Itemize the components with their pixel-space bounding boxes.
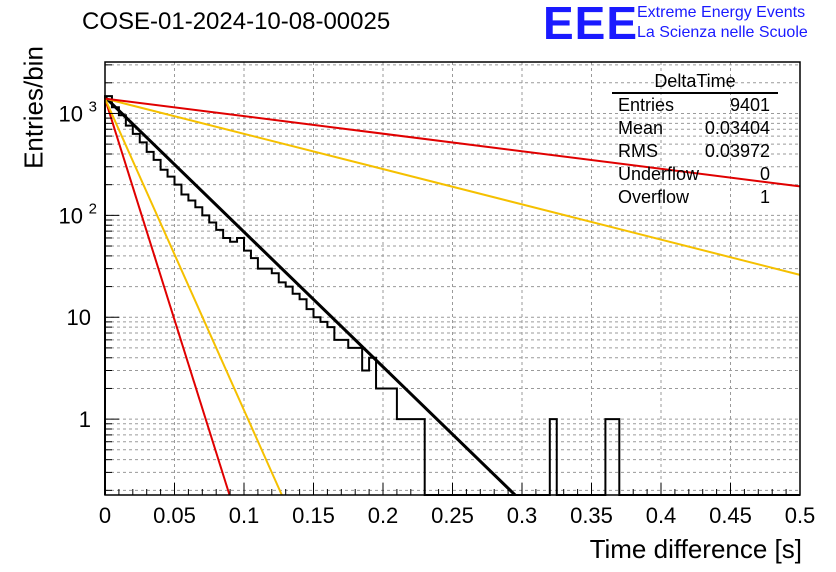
y-tick-label: 10 [59,101,83,126]
fit-line [104,98,283,496]
stats-name: DeltaTime [612,70,778,94]
x-tick-label: 0.3 [507,503,538,528]
stats-row-overflow: Overflow 1 [612,186,778,209]
x-tick-label: 0.25 [431,503,474,528]
fit-line [104,97,801,276]
y-tick-label: 10 [67,305,91,330]
stats-value: 1 [759,187,770,207]
chart-title: COSE-01-2024-10-08-00025 [82,8,391,35]
stats-row-entries: Entries 9401 [612,94,778,117]
eee-logo: EEE [543,0,639,49]
stats-value: 9401 [729,95,770,115]
stats-row-underflow: Underflow 0 [612,163,778,186]
x-tick-label: 0.15 [292,503,335,528]
x-tick-label: 0.2 [368,503,399,528]
x-axis-label: Time difference [s] [589,534,802,564]
x-tick-label: 0.4 [646,503,677,528]
stats-label: Underflow [618,164,700,184]
stats-box: DeltaTime Entries 9401 Mean 0.03404 RMS … [612,70,778,209]
y-axis-label: Entries/bin [18,46,49,169]
stats-label: Overflow [618,187,690,207]
x-tick-label: 0 [99,503,111,528]
logo-line-2: La Scienza nelle Scuole [637,24,808,41]
stats-value: 0 [759,164,770,184]
x-tick-label: 0.05 [153,503,196,528]
y-tick-label-exponent: 3 [89,98,97,115]
fit-line [103,95,517,497]
stats-row-mean: Mean 0.03404 [612,117,778,140]
y-tick-label: 10 [59,203,83,228]
stats-label: Entries [618,95,675,115]
stats-row-rms: RMS 0.03972 [612,140,778,163]
stats-value: 0.03972 [704,141,770,161]
x-tick-label: 0.1 [229,503,260,528]
x-tick-label: 0.5 [785,503,816,528]
stats-label: RMS [618,141,658,161]
fit-line [104,97,801,188]
logo-line-1: Extreme Energy Events [637,4,806,21]
stats-value: 0.03404 [704,118,770,138]
y-tick-label: 1 [79,407,91,432]
stats-label: Mean [618,118,664,138]
x-tick-label: 0.45 [709,503,752,528]
fit-line [104,98,231,496]
y-tick-label-exponent: 2 [89,200,97,217]
x-tick-label: 0.35 [570,503,613,528]
